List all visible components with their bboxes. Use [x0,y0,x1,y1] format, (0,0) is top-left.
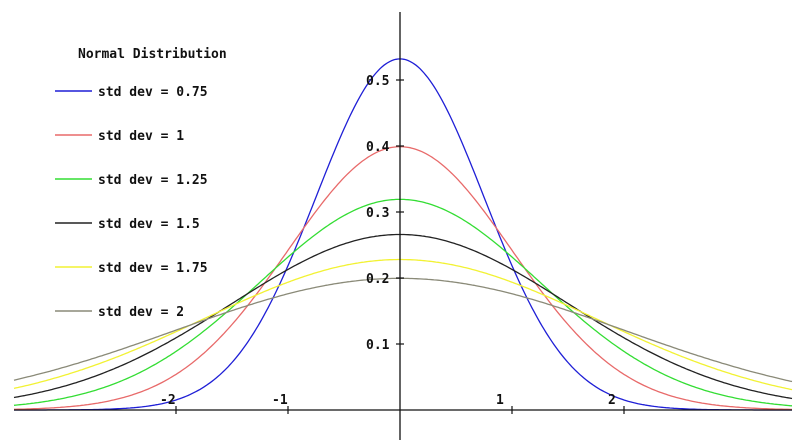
y-tick-label-3: 0.4 [366,140,390,155]
y-tick-label-0: 0.1 [366,338,390,353]
legend-label-0: std dev = 0.75 [98,85,208,100]
series-line-1 [14,146,792,411]
legend-label-1: std dev = 1 [98,129,184,144]
x-tick-label-2: 1 [496,393,504,408]
series-line-0 [14,58,792,411]
legend-label-3: std dev = 1.5 [98,217,200,232]
chart-title: Normal Distribution [78,47,227,62]
legend-label-2: std dev = 1.25 [98,173,208,188]
x-tick-label-3: 2 [608,393,616,408]
legend: std dev = 0.75 std dev = 1 std dev = 1.25 s… [55,85,208,320]
series-line-5 [13,277,793,383]
x-tick-label-0: -2 [160,393,176,408]
y-tick-label-1: 0.2 [366,272,389,287]
y-tick-label-2: 0.3 [366,206,389,221]
legend-label-5: std dev = 2 [98,305,184,320]
series-curves [13,58,793,411]
axis-ticks: -2 -1 1 2 0.1 0.2 0.3 0.4 0.5 [160,74,625,414]
y-tick-label-4: 0.5 [366,74,389,89]
series-line-4 [13,258,793,391]
series-line-2 [13,198,793,407]
x-tick-label-1: -1 [272,393,288,408]
series-line-3 [13,233,793,400]
legend-label-4: std dev = 1.75 [98,261,208,276]
